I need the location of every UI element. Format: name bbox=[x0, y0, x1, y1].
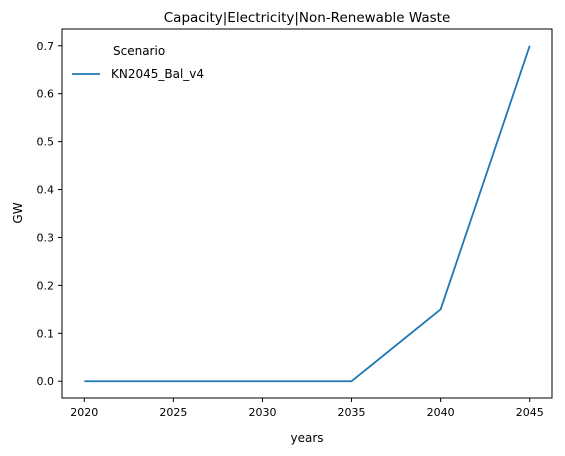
x-axis-label: years bbox=[290, 431, 323, 445]
x-tick-label: 2035 bbox=[338, 406, 366, 419]
y-tick-label: 0.3 bbox=[37, 231, 55, 244]
x-axis: 2020 2025 2030 2035 2040 2045 bbox=[70, 398, 544, 419]
plot-area bbox=[61, 28, 553, 399]
x-tick-label: 2025 bbox=[159, 406, 187, 419]
legend-entry-label: KN2045_Bal_v4 bbox=[111, 67, 204, 81]
y-tick-label: 0.2 bbox=[37, 279, 55, 292]
y-tick-label: 0.0 bbox=[37, 375, 55, 388]
y-axis-label: GW bbox=[11, 202, 25, 223]
legend: Scenario KN2045_Bal_v4 bbox=[72, 44, 204, 81]
y-tick-label: 0.1 bbox=[37, 327, 55, 340]
legend-title: Scenario bbox=[113, 44, 165, 58]
x-tick-label: 2040 bbox=[427, 406, 455, 419]
y-tick-label: 0.7 bbox=[37, 40, 55, 53]
chart-title: Capacity|Electricity|Non-Renewable Waste bbox=[164, 10, 451, 26]
y-tick-label: 0.6 bbox=[37, 88, 55, 101]
y-axis: 0.0 0.1 0.2 0.3 0.4 0.5 0.6 0.7 bbox=[37, 40, 62, 388]
x-tick-label: 2030 bbox=[248, 406, 276, 419]
y-tick-label: 0.5 bbox=[37, 136, 55, 149]
x-tick-label: 2045 bbox=[516, 406, 544, 419]
series-line bbox=[84, 45, 531, 383]
x-tick-label: 2020 bbox=[70, 406, 98, 419]
y-tick-label: 0.4 bbox=[37, 184, 55, 197]
series-layer bbox=[84, 45, 531, 383]
plot-frame bbox=[61, 28, 553, 399]
